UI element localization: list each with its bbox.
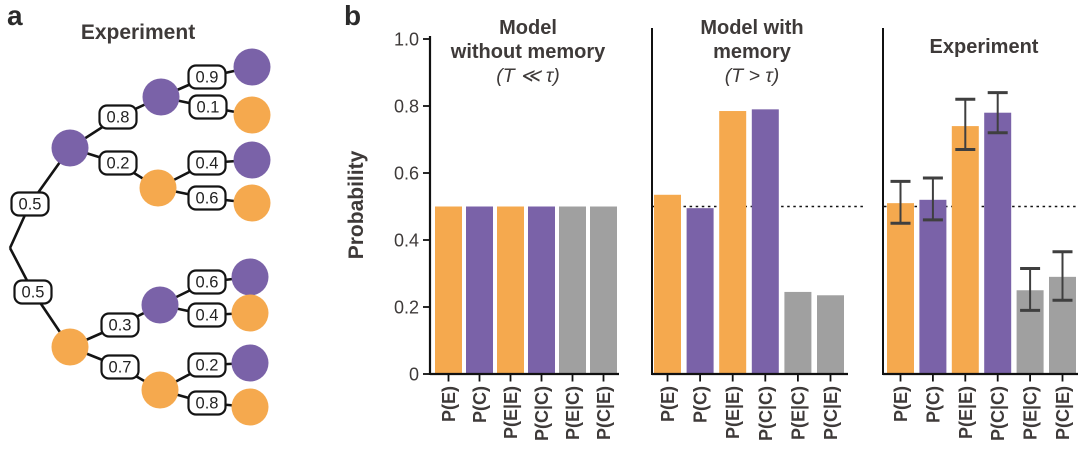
- edge-probability-box: [187, 64, 227, 90]
- edge-probability-value: 0.8: [107, 109, 130, 127]
- chart-title-model-with-memory: Model with memory (T > τ): [651, 16, 853, 88]
- edge-probability-value: 0.1: [197, 99, 220, 117]
- chart-title-math: (T > τ): [724, 65, 780, 87]
- edge-probability-value: 0.8: [196, 395, 219, 413]
- bar-P(C): [686, 208, 714, 374]
- tree-title-text: Experiment: [80, 21, 196, 44]
- panel-a-label: a: [7, 0, 23, 31]
- edge-probability-value: 0.9: [196, 69, 219, 87]
- bar-P(E|C): [784, 291, 812, 374]
- x-tick-label: P(C|E): [821, 386, 841, 440]
- y-tick-label: 0.6: [394, 164, 419, 184]
- x-tick-label: P(E|E): [501, 386, 521, 439]
- bar-P(E|C): [559, 206, 586, 374]
- bar-P(C): [919, 199, 947, 374]
- y-tick-label: 0.2: [394, 298, 419, 318]
- edge-probability-value: 0.3: [109, 317, 132, 335]
- edge-probability-value: 0.6: [196, 190, 219, 208]
- x-tick-label: P(E|C): [1021, 386, 1041, 440]
- bar-P(E|E): [497, 206, 524, 374]
- edge-probability-value: 0.2: [107, 155, 130, 173]
- bar-P(E): [435, 206, 462, 374]
- chart-title-line: Model with: [700, 17, 804, 39]
- edge-probability-value: 0.5: [19, 196, 42, 214]
- bar-P(C|E): [817, 295, 844, 374]
- tree-node-orange: [139, 169, 177, 207]
- x-tick-label: P(C): [923, 386, 943, 423]
- bar-P(E|E): [719, 111, 747, 375]
- bar-P(C|C): [984, 112, 1012, 374]
- panel-b-label: b: [344, 0, 362, 31]
- x-tick-label: P(E|C): [563, 386, 583, 440]
- chart-title-line: Model: [499, 17, 557, 39]
- tree-node-purple: [142, 78, 180, 116]
- edge-probability-box: [10, 191, 50, 217]
- edge-probability-value: 0.6: [196, 274, 219, 292]
- edge-probability-box: [187, 185, 227, 211]
- edge-probability-box: [13, 279, 53, 305]
- x-tick-label: P(E|C): [788, 386, 808, 440]
- x-tick-label: P(C|C): [532, 386, 552, 441]
- tree-node-orange: [233, 96, 271, 134]
- x-tick-label: P(C): [470, 386, 490, 423]
- bar-P(E): [654, 194, 681, 374]
- tree-node-orange: [231, 294, 269, 332]
- tree-node-orange: [141, 371, 179, 409]
- edge-probability-box: [98, 104, 138, 130]
- tree-node-purple: [51, 129, 89, 167]
- bar-P(C|E): [590, 206, 617, 374]
- edge-probability-value: 0.5: [22, 284, 45, 302]
- edge-probability-box: [187, 352, 227, 378]
- x-tick-label: P(E|E): [956, 386, 976, 439]
- x-tick-label: P(E): [891, 386, 911, 422]
- bar-P(E): [887, 203, 914, 374]
- edge-probability-box: [187, 390, 227, 416]
- x-tick-label: P(E|E): [723, 386, 743, 439]
- edge-probability-box: [187, 150, 227, 176]
- x-tick-label: P(E): [439, 386, 459, 422]
- y-axis-label: Probability: [345, 150, 368, 260]
- chart-title-math: (T ≪ τ): [496, 65, 560, 87]
- x-tick-label: P(C|C): [756, 386, 776, 441]
- edge-probability-value: 0.4: [196, 307, 219, 325]
- tree-node-purple: [233, 141, 271, 179]
- y-tick-label: 0: [409, 365, 419, 385]
- tree-node-orange: [231, 388, 269, 426]
- tree-node-purple: [141, 286, 179, 324]
- x-tick-label: P(C|E): [1053, 386, 1073, 440]
- y-tick-label: 1.0: [394, 30, 419, 50]
- tree-node-purple: [231, 258, 269, 296]
- y-tick-label: 0.8: [394, 97, 419, 117]
- edge-probability-value: 0.2: [196, 357, 219, 375]
- chart-title-line: without memory: [450, 41, 606, 63]
- edge-probability-value: 0.7: [109, 359, 132, 377]
- edge-probability-box: [100, 312, 140, 338]
- y-tick-label: 0.4: [394, 231, 419, 251]
- bar-P(C|C): [751, 109, 779, 374]
- bar-P(C|C): [528, 206, 555, 374]
- tree-title: Experiment: [38, 21, 238, 45]
- tree-node-orange: [51, 328, 89, 366]
- chart-title-model-without-memory: Model without memory (T ≪ τ): [427, 16, 629, 88]
- edge-probability-box: [188, 94, 228, 120]
- edge-probability-value: 0.4: [196, 155, 219, 173]
- bar-P(C): [466, 206, 493, 374]
- x-tick-label: P(C|C): [988, 386, 1008, 441]
- x-tick-label: P(C): [691, 386, 711, 423]
- edge-probability-box: [187, 269, 227, 295]
- chart-title-line: memory: [713, 41, 791, 63]
- edge-probability-box: [100, 354, 140, 380]
- tree-node-purple: [231, 344, 269, 382]
- chart-title-line: Experiment: [929, 36, 1039, 58]
- edge-probability-box: [98, 150, 138, 176]
- bar-P(E|E): [951, 126, 979, 374]
- x-tick-label: P(E): [658, 386, 678, 422]
- chart-title-experiment: Experiment: [883, 35, 1081, 59]
- x-tick-label: P(C|E): [594, 386, 614, 440]
- edge-probability-box: [187, 302, 227, 328]
- tree-node-purple: [233, 48, 271, 86]
- tree-node-orange: [233, 184, 271, 222]
